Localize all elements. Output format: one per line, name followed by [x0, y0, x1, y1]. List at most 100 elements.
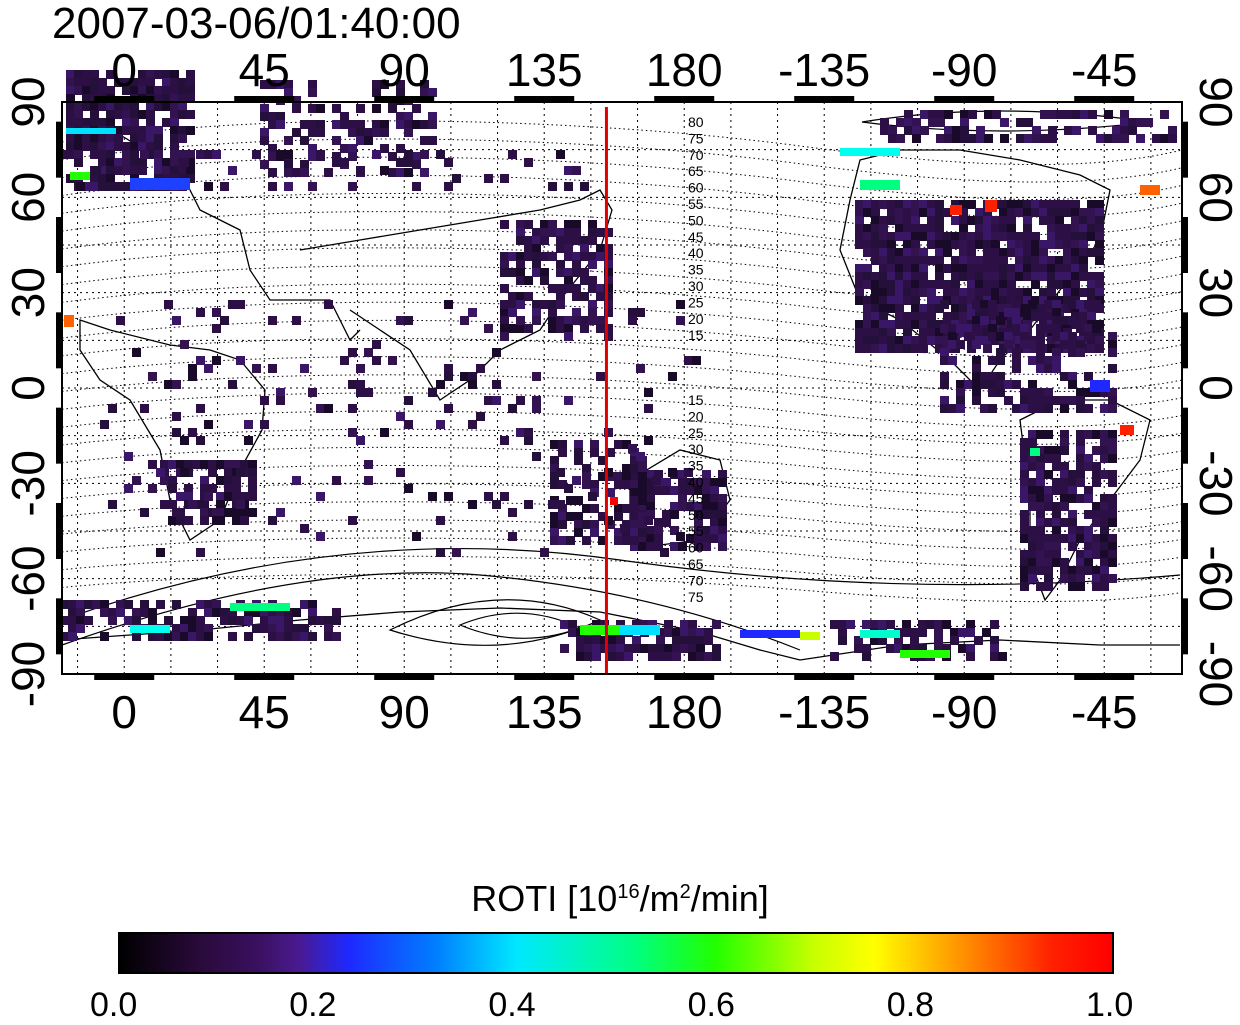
roti-cell: [1052, 462, 1061, 471]
roti-cell: [638, 512, 647, 521]
roti-cell: [114, 110, 123, 119]
roti-cell: [614, 480, 623, 489]
roti-cell: [1095, 208, 1104, 217]
roti-cell: [364, 348, 373, 357]
roti-cell: [1047, 200, 1056, 209]
roti-cell: [912, 126, 921, 135]
roti-cell: [348, 404, 357, 413]
roti-cell: [879, 336, 888, 345]
roti-cell: [1108, 494, 1117, 503]
roti-cell: [1084, 430, 1093, 439]
roti-cell: [550, 536, 559, 545]
roti-cell: [508, 308, 517, 317]
roti-cell: [1055, 232, 1064, 241]
roti-cell: [628, 444, 637, 453]
frame-ticks: [56, 96, 1188, 680]
roti-cell: [196, 356, 205, 365]
roti-cell: [172, 380, 181, 389]
roti-hotspot: [66, 128, 116, 134]
roti-cell: [887, 264, 896, 273]
latitude-tick-label: 0: [1190, 375, 1240, 401]
roti-cell: [1023, 208, 1032, 217]
roti-cell: [244, 608, 253, 617]
roti-cell: [662, 478, 671, 487]
roti-cell: [879, 272, 888, 281]
roti-cell: [1068, 486, 1077, 495]
roti-cell: [1052, 542, 1061, 551]
roti-cell: [648, 644, 657, 653]
roti-cell: [138, 158, 147, 167]
roti-cell: [646, 486, 655, 495]
roti-cell: [340, 120, 349, 129]
roti-cell: [276, 608, 285, 617]
roti-cell: [988, 372, 997, 381]
frame-tick: [234, 674, 295, 680]
roti-cell: [911, 296, 920, 305]
roti-cell: [855, 288, 864, 297]
roti-cell: [124, 600, 133, 609]
roti-cell: [380, 144, 389, 153]
roti-cell: [604, 244, 613, 253]
roti-cell: [927, 200, 936, 209]
roti-cell: [664, 620, 673, 629]
roti-cell: [276, 112, 285, 121]
roti-cell: [1079, 216, 1088, 225]
roti-cell: [983, 256, 992, 265]
roti-cell: [276, 80, 285, 89]
roti-cell: [1092, 446, 1101, 455]
roti-cell: [268, 182, 277, 191]
roti-cell: [574, 440, 583, 449]
roti-cell: [952, 134, 961, 143]
roti-cell: [130, 86, 139, 95]
roti-cell: [936, 110, 945, 119]
roti-cell: [114, 158, 123, 167]
roti-cell: [878, 620, 887, 629]
roti-cell: [122, 78, 131, 87]
roti-cell: [1015, 208, 1024, 217]
magnetic-contour: [61, 356, 1183, 393]
roti-cell: [1068, 348, 1077, 357]
roti-cell: [132, 348, 141, 357]
roti-cell: [468, 372, 477, 381]
roti-cell: [1100, 446, 1109, 455]
roti-cell: [1036, 364, 1045, 373]
roti-cell: [204, 182, 213, 191]
roti-cell: [292, 476, 301, 485]
roti-cell: [622, 464, 631, 473]
roti-cell: [879, 232, 888, 241]
roti-cell: [1015, 248, 1024, 257]
roti-cell: [558, 520, 567, 529]
roti-cell: [1032, 134, 1041, 143]
roti-cell: [654, 534, 663, 543]
roti-cell: [396, 468, 405, 477]
roti-cell: [284, 150, 293, 159]
roti-cell: [116, 608, 125, 617]
roti-cell: [308, 152, 317, 161]
roti-cell: [894, 644, 903, 653]
roti-cell: [380, 120, 389, 129]
roti-cell: [108, 404, 117, 413]
roti-cell: [146, 134, 155, 143]
roti-cell: [950, 636, 959, 645]
roti-cell: [76, 600, 85, 609]
roti-cell: [718, 502, 727, 511]
roti-cell: [911, 248, 920, 257]
roti-cell: [855, 328, 864, 337]
roti-cell: [292, 96, 301, 105]
roti-cell: [895, 320, 904, 329]
roti-cell: [1079, 240, 1088, 249]
roti-cell: [1068, 518, 1077, 527]
roti-cell: [967, 288, 976, 297]
roti-cell: [710, 478, 719, 487]
roti-cell: [132, 476, 141, 485]
roti-cell: [170, 134, 179, 143]
roti-cell: [996, 356, 1005, 365]
roti-cell: [895, 208, 904, 217]
roti-cell: [1076, 462, 1085, 471]
roti-cell: [956, 380, 965, 389]
roti-cell: [1015, 336, 1024, 345]
roti-cell: [276, 396, 285, 405]
roti-cell: [638, 472, 647, 481]
roti-cell: [292, 632, 301, 641]
roti-cell: [300, 364, 309, 373]
